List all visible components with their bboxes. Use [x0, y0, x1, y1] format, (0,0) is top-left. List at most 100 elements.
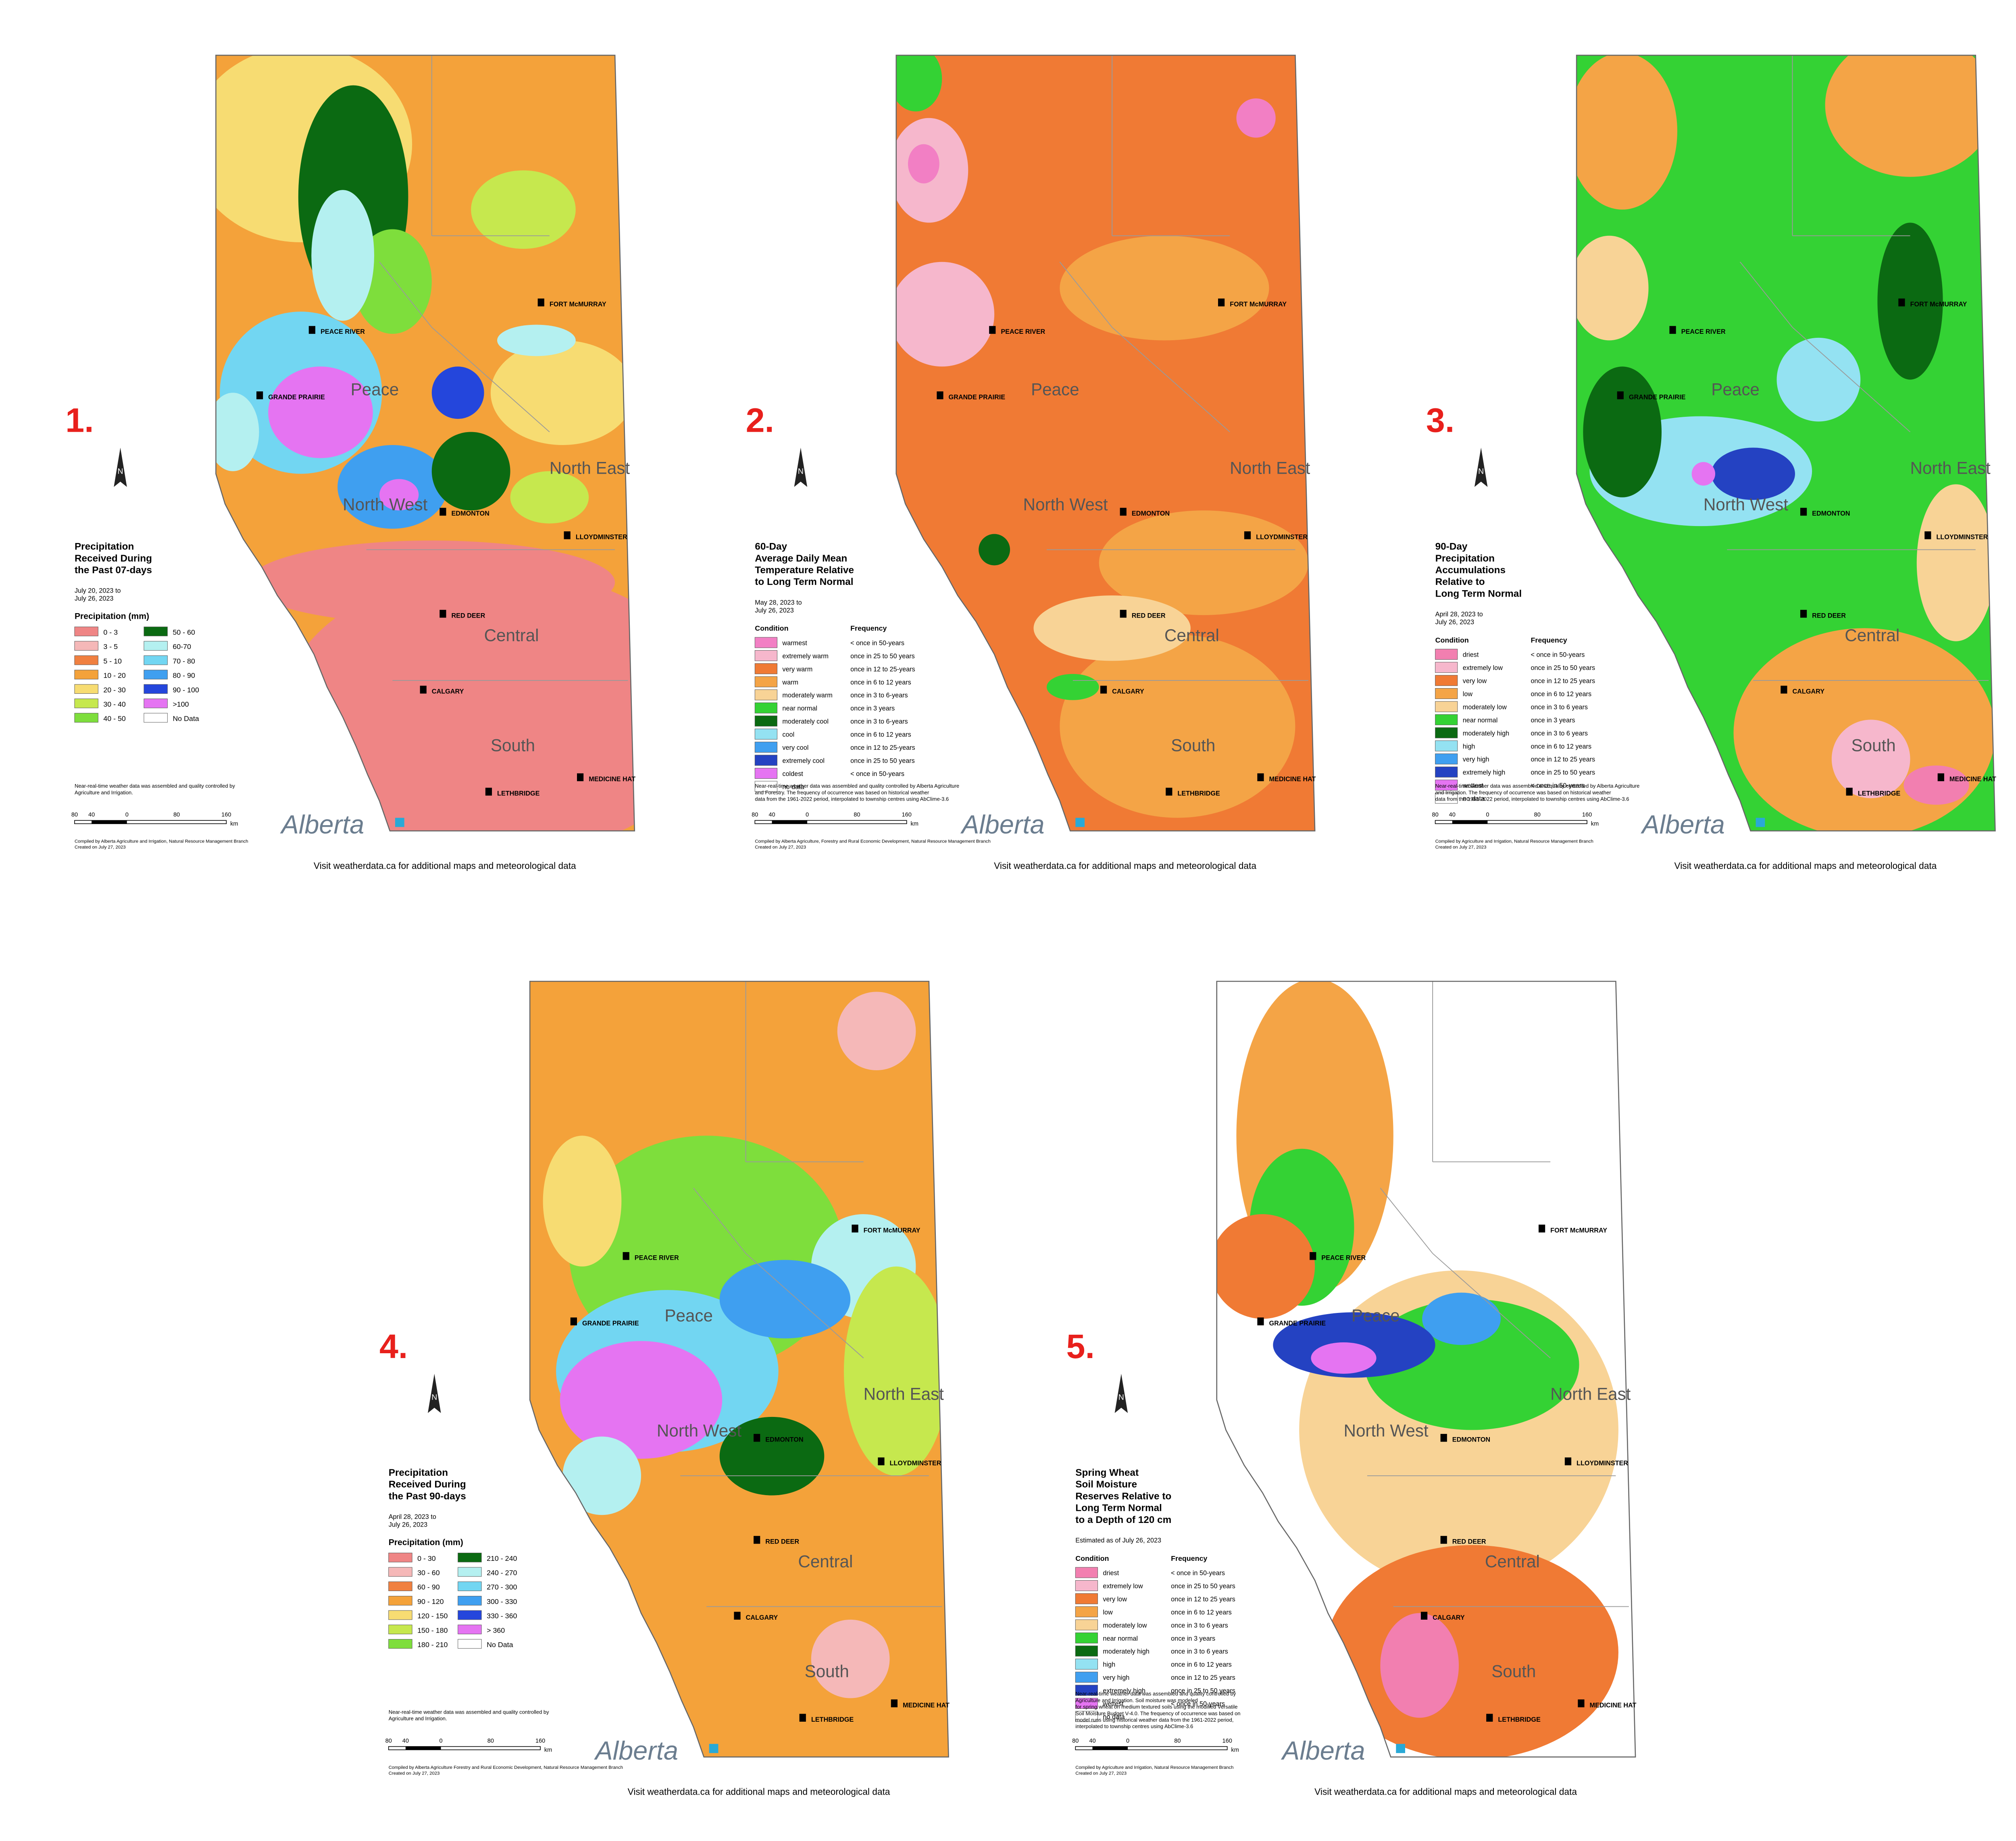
map-number: 5. — [1066, 1327, 1095, 1365]
legend-condition: moderately high — [1103, 1648, 1149, 1655]
region-label: Peace — [664, 1306, 713, 1325]
note-text: Agriculture and Irrigation. — [75, 789, 133, 795]
legend-title: Precipitation (mm) — [75, 612, 149, 621]
province-map — [896, 55, 1315, 831]
region-label: Peace — [1031, 380, 1079, 399]
shaded-area — [431, 366, 484, 419]
date-range: April 28, 2023 to — [1435, 611, 1483, 618]
boundary-line — [1432, 1253, 1551, 1358]
boundary-line — [745, 1253, 864, 1358]
city-marker — [256, 391, 263, 399]
legend-swatch — [1075, 1658, 1098, 1670]
shaded-area — [1776, 337, 1861, 422]
city-label: GRANDE PRAIRIE — [1269, 1320, 1326, 1327]
city-label: MEDICINE HAT — [1590, 1702, 1637, 1709]
scale-tick-label: 160 — [1223, 1738, 1232, 1744]
credit-text: Compiled by Alberta Agriculture, Forestr… — [755, 839, 990, 844]
province-map — [1216, 981, 1636, 1757]
legend-swatch — [1435, 727, 1458, 738]
shaded-area — [379, 479, 419, 511]
map-number: 1. — [65, 401, 94, 439]
city-label: FORT McMURRAY — [550, 301, 606, 308]
city-marker — [1257, 1317, 1264, 1325]
legend-swatch — [74, 713, 98, 723]
scale-unit: km — [230, 821, 238, 827]
legend-swatch — [458, 1610, 482, 1620]
north-arrow — [428, 1373, 441, 1413]
legend-label: 0 - 30 — [417, 1554, 436, 1562]
note-text: Agriculture and Irrigation. Soil moistur… — [1075, 1697, 1198, 1703]
scale-unit: km — [1231, 1747, 1239, 1754]
shaded-area — [1236, 98, 1276, 138]
north-label: N — [117, 467, 123, 476]
shaded-area — [1691, 462, 1716, 486]
city-label: LLOYDMINSTER — [890, 1460, 941, 1467]
note-text: interpolated to township centres using A… — [1075, 1723, 1193, 1729]
legend-frequency: once in 12 to 25 years — [1171, 1596, 1235, 1603]
legend-condition: high — [1103, 1661, 1115, 1668]
city-marker — [1120, 610, 1127, 618]
alberta-logo: Alberta — [1640, 810, 1725, 839]
shaded-area — [497, 325, 576, 356]
map-title: Reserves Relative to — [1075, 1491, 1171, 1502]
scale-tick-label: 0 — [806, 812, 809, 818]
shaded-area — [1033, 595, 1191, 661]
shaded-area — [1325, 1545, 1618, 1757]
region-label: North West — [657, 1421, 741, 1440]
legend-frequency: once in 25 to 50 years — [1171, 1687, 1235, 1695]
footer-text: Visit weatherdata.ca for additional maps… — [1314, 1787, 1577, 1797]
legend-label: 90 - 100 — [173, 686, 199, 694]
scale-bar — [1435, 820, 1587, 824]
shaded-area — [1099, 510, 1308, 615]
boundary-line — [431, 327, 550, 433]
map-title: Precipitation — [389, 1467, 448, 1478]
shaded-area — [268, 366, 373, 458]
city-marker — [878, 1457, 885, 1465]
legend-label: 150 - 180 — [417, 1626, 448, 1634]
region-label: South — [1171, 736, 1215, 755]
legend-swatch — [458, 1596, 482, 1606]
region-label: Central — [1164, 626, 1219, 645]
legend-swatch — [1075, 1632, 1098, 1643]
legend-condition: very low — [1463, 678, 1487, 685]
date-range: July 26, 2023 — [1435, 619, 1474, 626]
city-label: RED DEER — [451, 612, 485, 619]
legend-swatch — [754, 781, 777, 792]
city-label: GRANDE PRAIRIE — [949, 393, 1006, 401]
scale-tick-label: 0 — [439, 1738, 442, 1744]
city-marker — [1420, 1612, 1428, 1620]
legend-frequency: once in 25 to 50 years — [1171, 1583, 1235, 1590]
city-marker — [485, 788, 492, 796]
boundary-line — [1059, 262, 1112, 328]
legend-label: >100 — [173, 700, 189, 708]
date-range: May 28, 2023 to — [755, 599, 802, 606]
scale-tick-label: 0 — [1486, 812, 1489, 818]
legend-label: 50 - 60 — [173, 628, 195, 636]
province-outline — [896, 54, 1316, 832]
scale-tick-label: 80 — [1432, 812, 1439, 818]
shaded-area — [1046, 674, 1099, 700]
city-marker — [623, 1252, 629, 1260]
legend-frequency: once in 6 to 12 years — [850, 731, 911, 738]
legend-swatch — [74, 699, 98, 708]
legend-frequency: < once in 50-years — [850, 639, 904, 647]
map-title: Precipitation — [75, 541, 134, 552]
boundary-line — [1792, 327, 1911, 433]
region-label: South — [805, 1662, 849, 1681]
map-title: Received During — [389, 1479, 466, 1490]
note-text: data from the 1961-2022 period, interpol… — [755, 796, 949, 802]
map-title: Long Term Normal — [1075, 1503, 1162, 1514]
city-label: PEACE RIVER — [1681, 328, 1726, 335]
legend-header: Condition — [1075, 1554, 1109, 1562]
note-text: model runs using historical weather data… — [1075, 1717, 1233, 1723]
legend-frequency: once in 3 years — [850, 705, 895, 712]
city-marker — [1440, 1536, 1447, 1544]
legend-label: 30 - 60 — [417, 1569, 440, 1577]
legend-frequency: once in 25 to 50 years — [850, 757, 915, 764]
shaded-area — [562, 1436, 641, 1515]
shaded-area — [1577, 55, 1677, 210]
city-marker — [420, 686, 427, 694]
province-outline — [529, 981, 949, 1758]
legend-swatch — [74, 655, 98, 665]
note-text: data from the 1961-2022 period, interpol… — [1435, 796, 1629, 802]
